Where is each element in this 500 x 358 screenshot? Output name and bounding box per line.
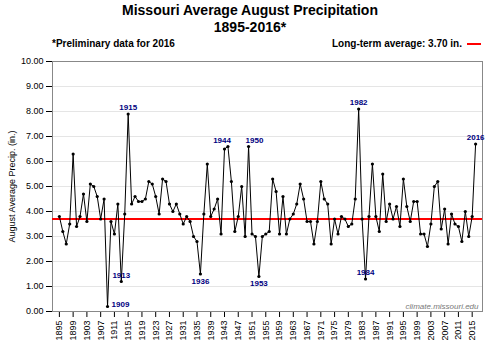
svg-text:5.00: 5.00	[26, 181, 44, 191]
svg-text:1935: 1935	[192, 321, 202, 341]
svg-text:August Average Precip. (in.): August Average Precip. (in.)	[7, 131, 17, 243]
svg-text:1939: 1939	[206, 321, 216, 341]
svg-text:2.00: 2.00	[26, 256, 44, 266]
svg-text:9.00: 9.00	[26, 81, 44, 91]
svg-text:1967: 1967	[302, 321, 312, 341]
svg-text:2007: 2007	[440, 321, 450, 341]
svg-text:1911: 1911	[109, 321, 119, 340]
svg-text:1.00: 1.00	[26, 281, 44, 291]
svg-text:1959: 1959	[274, 321, 284, 341]
svg-text:1950: 1950	[246, 136, 264, 145]
svg-text:0.00: 0.00	[26, 306, 44, 316]
svg-text:1909: 1909	[112, 300, 130, 309]
svg-text:3.00: 3.00	[26, 231, 44, 241]
svg-text:1955: 1955	[261, 321, 271, 341]
svg-text:1951: 1951	[247, 321, 257, 341]
html-text:Missouri Average August Precip: Missouri Average August Precipitation 18…	[122, 2, 378, 35]
svg-text:1923: 1923	[151, 321, 161, 341]
svg-text:1995: 1995	[398, 321, 408, 341]
svg-text:1991: 1991	[385, 321, 395, 341]
svg-text:1987: 1987	[371, 321, 381, 341]
svg-text:7.00: 7.00	[26, 131, 44, 141]
svg-text:1971: 1971	[316, 321, 326, 341]
svg-text:1999: 1999	[412, 321, 422, 341]
svg-text:1944: 1944	[213, 136, 231, 145]
svg-text:1979: 1979	[343, 321, 353, 341]
html-text:*Preliminary data for 2016: *Preliminary data for 2016	[52, 38, 175, 49]
svg-text:1943: 1943	[219, 321, 229, 341]
svg-text:1947: 1947	[233, 321, 243, 341]
svg-text:1975: 1975	[329, 321, 339, 341]
svg-text:1919: 1919	[137, 321, 147, 341]
svg-text:1903: 1903	[82, 321, 92, 341]
svg-text:climate.missouri.edu: climate.missouri.edu	[406, 302, 479, 311]
svg-text:6.00: 6.00	[26, 156, 44, 166]
svg-text:1915: 1915	[119, 103, 137, 112]
svg-text:2003: 2003	[426, 321, 436, 341]
svg-text:2015: 2015	[467, 321, 477, 341]
svg-text:1927: 1927	[164, 321, 174, 341]
svg-text:1931: 1931	[178, 321, 188, 341]
svg-text:1899: 1899	[68, 321, 78, 341]
svg-text:4.00: 4.00	[26, 206, 44, 216]
svg-text:1963: 1963	[288, 321, 298, 341]
svg-text:2016: 2016	[467, 133, 485, 142]
svg-text:1953: 1953	[250, 279, 268, 288]
html-text:Long-term average: 3.70 in.: Long-term average: 3.70 in.	[332, 38, 462, 49]
svg-text:1984: 1984	[357, 268, 375, 277]
svg-text:1907: 1907	[96, 321, 106, 341]
svg-text:1982: 1982	[350, 98, 368, 107]
svg-text:1936: 1936	[192, 277, 210, 286]
svg-text:1983: 1983	[357, 321, 367, 341]
svg-text:8.00: 8.00	[26, 106, 44, 116]
svg-text:2011: 2011	[453, 321, 463, 340]
svg-text:10.00: 10.00	[21, 56, 44, 66]
svg-text:1915: 1915	[123, 321, 133, 341]
svg-text:1913: 1913	[112, 271, 130, 280]
svg-text:1895: 1895	[54, 321, 64, 341]
